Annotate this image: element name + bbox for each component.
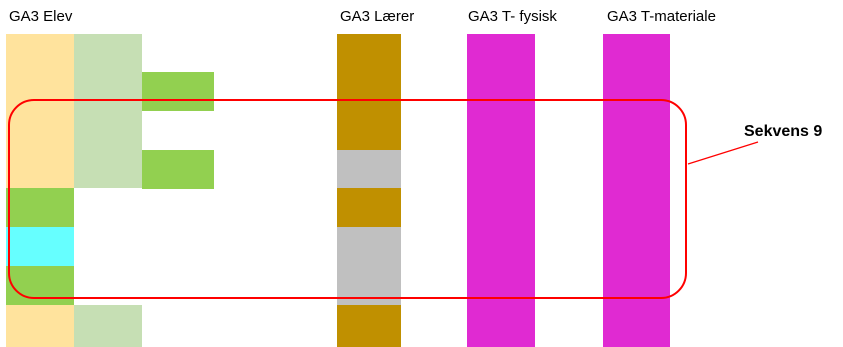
column-title-materiale: GA3 T-materiale — [607, 9, 716, 24]
elev-block-b2 — [74, 305, 142, 347]
column-title-laerer: GA3 Lærer — [340, 9, 414, 24]
elev-block-a5 — [6, 305, 74, 347]
laerer-block-5 — [337, 305, 401, 347]
column-title-fysisk: GA3 T- fysisk — [468, 9, 557, 24]
sequence-label: Sekvens 9 — [744, 124, 822, 140]
column-title-elev: GA3 Elev — [9, 9, 72, 24]
sequence-highlight-frame — [8, 99, 687, 299]
callout-line — [688, 142, 758, 164]
